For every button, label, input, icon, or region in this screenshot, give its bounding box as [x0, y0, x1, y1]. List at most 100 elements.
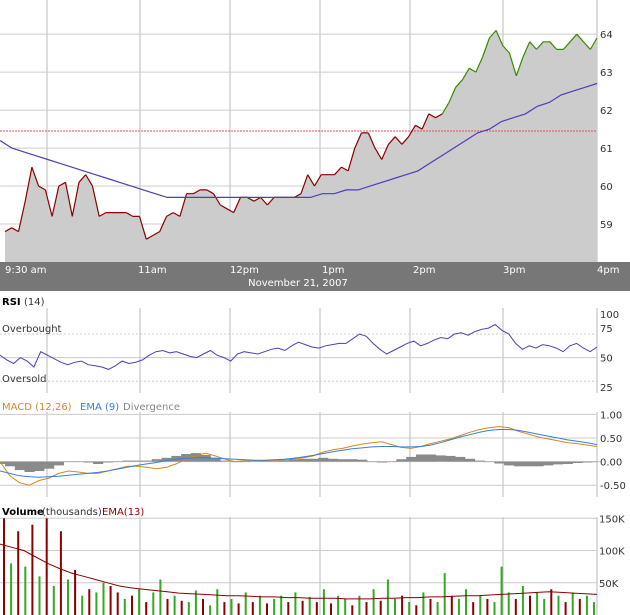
divergence-bar-14 — [132, 460, 143, 462]
volume-bar-81 — [578, 598, 581, 615]
divergence-bar-38 — [367, 461, 378, 463]
overbought-label: Overbought — [2, 324, 62, 335]
volume-bar-24 — [173, 595, 176, 615]
volume-bar-58 — [415, 605, 418, 615]
volume-bar-65 — [465, 589, 467, 615]
volume-bar-64 — [457, 598, 460, 615]
rsi-plot-background — [0, 308, 597, 393]
volume-y-tick-150K: 150K — [599, 514, 625, 525]
volume-bar-22 — [159, 579, 162, 615]
volume-bar-72 — [514, 598, 517, 615]
volume-bar-78 — [557, 595, 560, 615]
volume-bar-1 — [10, 563, 13, 615]
divergence-bar-42 — [406, 456, 417, 462]
macd-y-tick--0.50: -0.50 — [600, 481, 626, 492]
macd-title: MACD (12,26) — [2, 402, 72, 413]
time-label-3: 1pm — [322, 265, 344, 276]
volume-bar-53 — [379, 600, 382, 615]
divergence-bar-2 — [14, 461, 25, 471]
rsi-y-axis: 100 75 50 25 — [600, 310, 619, 394]
volume-bar-56 — [401, 595, 404, 615]
rsi-y-tick-25: 25 — [600, 383, 613, 394]
volume-bar-46 — [330, 603, 332, 615]
volume-bar-44 — [315, 602, 318, 615]
divergence-bar-35 — [337, 459, 348, 462]
divergence-bar-22 — [210, 457, 221, 462]
volume-bar-17 — [123, 598, 126, 615]
volume-bar-34 — [244, 592, 247, 615]
divergence-bar-40 — [386, 461, 397, 463]
divergence-bar-43 — [416, 454, 427, 462]
volume-bar-37 — [266, 603, 268, 615]
volume-bar-55 — [394, 598, 396, 615]
volume-bar-77 — [550, 589, 553, 615]
macd-ema-title: EMA (9) — [80, 402, 119, 413]
volume-bar-49 — [351, 605, 354, 615]
volume-grid — [0, 517, 598, 615]
volume-bar-69 — [493, 602, 496, 615]
volume-bar-43 — [308, 596, 311, 615]
rsi-panel: RSI (14) Overbought Oversold 100 75 50 25 — [0, 297, 619, 394]
rsi-y-tick-75: 75 — [600, 324, 613, 335]
volume-bar-75 — [536, 592, 539, 615]
divergence-bar-0 — [0, 461, 6, 464]
volume-bar-45 — [322, 589, 325, 615]
volume-bar-52 — [372, 589, 375, 615]
divergence-bar-56 — [543, 461, 554, 466]
volume-title: Volume — [2, 507, 44, 518]
macd-grid — [0, 412, 598, 497]
volume-bar-83 — [593, 602, 595, 615]
divergence-bar-9 — [83, 461, 94, 463]
divergence-bar-45 — [435, 455, 446, 462]
volume-bar-36 — [258, 595, 261, 615]
price-line-above-reference — [441, 30, 598, 115]
volume-bar-60 — [429, 598, 432, 615]
volume-bar-41 — [294, 592, 297, 615]
rsi-line — [0, 323, 598, 370]
divergence-bar-10 — [93, 461, 104, 464]
volume-bar-30 — [216, 589, 219, 615]
volume-bar-39 — [280, 595, 283, 615]
volume-bar-50 — [358, 595, 361, 615]
divergence-bar-47 — [455, 456, 466, 462]
volume-bar-74 — [529, 595, 531, 615]
volume-bar-31 — [223, 602, 226, 615]
macd-y-tick-0.00: 0.00 — [600, 458, 622, 469]
macd-y-tick-1.00: 1.00 — [600, 410, 622, 421]
volume-bar-71 — [507, 592, 510, 615]
volume-bar-70 — [500, 566, 503, 615]
volume-bar-23 — [166, 598, 169, 615]
price-y-tick-64: 64 — [600, 30, 613, 41]
volume-bar-51 — [365, 602, 368, 615]
divergence-bar-51 — [494, 461, 505, 464]
oversold-label: Oversold — [2, 374, 47, 385]
volume-bar-62 — [443, 573, 446, 615]
volume-bar-29 — [209, 605, 212, 615]
divergence-bar-41 — [396, 459, 407, 462]
volume-bar-82 — [585, 595, 588, 615]
divergence-bar-25 — [239, 461, 250, 463]
divergence-bar-11 — [102, 461, 113, 463]
time-label-0: 9:30 am — [5, 265, 47, 276]
volume-bar-80 — [571, 592, 574, 615]
volume-bar-63 — [450, 595, 453, 615]
price-y-tick-62: 62 — [600, 106, 613, 117]
divergence-bar-5 — [44, 461, 55, 469]
volume-bar-13 — [95, 592, 98, 615]
volume-bar-8 — [59, 531, 62, 615]
volume-bar-61 — [436, 602, 439, 615]
volume-y-tick-50K: 50K — [599, 579, 619, 590]
divergence-bar-30 — [288, 459, 299, 462]
volume-bar-12 — [88, 589, 91, 615]
volume-ema-line — [0, 543, 598, 600]
volume-plot-background — [0, 517, 597, 615]
volume-bar-47 — [337, 595, 340, 615]
volume-bar-42 — [301, 600, 304, 615]
rsi-title: RSI — [2, 297, 21, 308]
divergence-bar-28 — [269, 460, 280, 462]
price-panel: 59 60 61 62 63 64 9:30 am 11am 12pm 1pm 2pm 3pm 4pm… — [0, 0, 630, 291]
rsi-y-tick-50: 50 — [600, 354, 613, 365]
divergence-bar-57 — [553, 461, 564, 465]
divergence-bar-49 — [474, 460, 485, 462]
